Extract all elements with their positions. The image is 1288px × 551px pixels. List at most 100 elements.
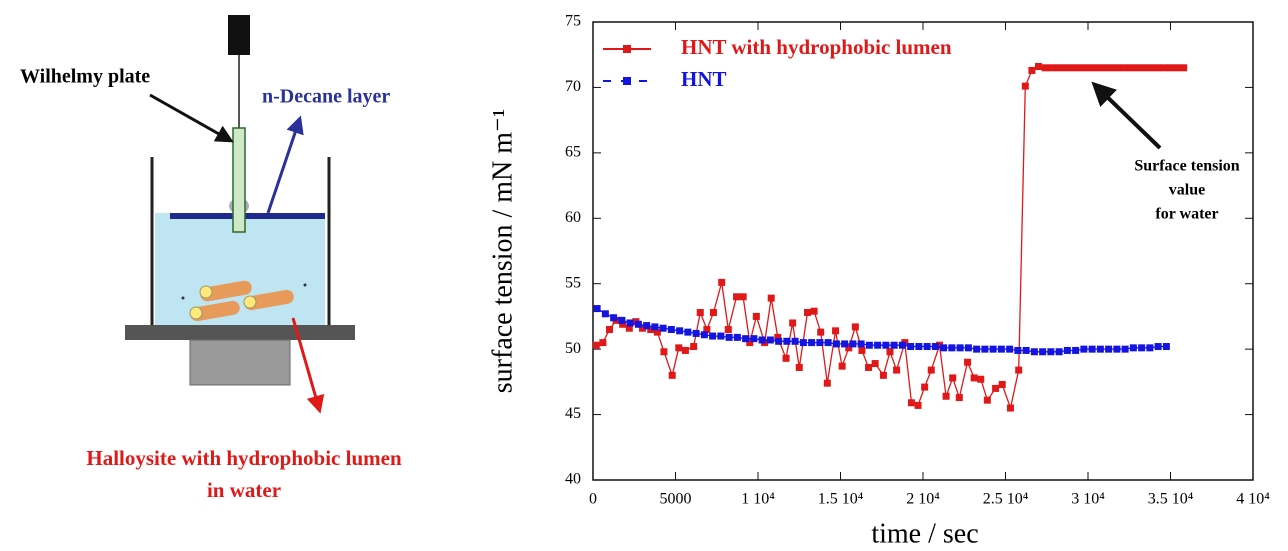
- data-point: [717, 332, 725, 340]
- data-point: [724, 326, 732, 334]
- data-point: [981, 345, 989, 353]
- data-point: [940, 344, 948, 352]
- data-point: [659, 324, 667, 332]
- sensor-head: [228, 15, 250, 55]
- data-point: [692, 329, 700, 337]
- data-point: [767, 294, 775, 302]
- data-point: [823, 379, 831, 387]
- data-point: [824, 339, 832, 347]
- data-point: [718, 278, 726, 286]
- data-point: [1154, 343, 1162, 351]
- stage: [125, 325, 355, 340]
- data-point: [774, 333, 782, 341]
- data-point: [998, 380, 1006, 388]
- data-point: [795, 363, 803, 371]
- legend-marker: [623, 45, 631, 53]
- data-point: [927, 366, 935, 374]
- data-point: [709, 332, 717, 340]
- data-point: [1028, 66, 1036, 74]
- data-point: [973, 345, 981, 353]
- data-point: [1063, 346, 1071, 354]
- data-point: [948, 344, 956, 352]
- data-point: [907, 399, 915, 407]
- data-point: [858, 346, 866, 354]
- data-point: [865, 341, 873, 349]
- data-point: [1160, 64, 1168, 72]
- data-point: [742, 335, 750, 343]
- data-point: [1048, 64, 1056, 72]
- x-tick-label: 2.5 10⁴: [983, 491, 1029, 508]
- data-point: [955, 394, 963, 402]
- y-tick-label: 45: [565, 405, 581, 422]
- arrow: [291, 317, 325, 414]
- data-point: [1021, 82, 1029, 90]
- data-point: [890, 341, 898, 349]
- y-tick-label: 75: [565, 13, 581, 30]
- data-point: [949, 374, 957, 382]
- data-point: [601, 310, 609, 318]
- data-point: [1146, 344, 1154, 352]
- data-point: [1120, 64, 1128, 72]
- data-point: [879, 371, 887, 379]
- y-tick-label: 50: [565, 340, 581, 357]
- data-point: [1047, 348, 1055, 356]
- data-point: [964, 344, 972, 352]
- data-point: [977, 375, 985, 383]
- y-tick-label: 70: [565, 78, 581, 95]
- data-point: [626, 319, 634, 327]
- data-point: [1068, 64, 1075, 72]
- data-point: [1074, 64, 1082, 72]
- diagram-label: Wilhelmy plate: [20, 66, 150, 88]
- data-point: [667, 326, 675, 334]
- data-point: [625, 324, 633, 332]
- data-point: [1030, 348, 1038, 356]
- data-point: [841, 340, 849, 348]
- data-point: [964, 358, 972, 366]
- data-point: [1167, 64, 1174, 72]
- data-point: [606, 326, 613, 334]
- data-point: [703, 326, 711, 334]
- data-point: [956, 344, 964, 352]
- data-point: [970, 374, 978, 382]
- data-point: [997, 345, 1005, 353]
- data-point: [752, 312, 760, 320]
- data-point: [750, 335, 758, 343]
- data-point: [915, 343, 923, 351]
- data-point: [1014, 346, 1022, 354]
- data-point: [1096, 345, 1104, 353]
- data-point: [660, 348, 668, 356]
- data-point: [593, 305, 601, 313]
- data-point: [1072, 346, 1080, 354]
- y-axis-title: surface tension / mN m⁻¹: [487, 109, 518, 393]
- data-point: [1107, 64, 1115, 72]
- annotation-text: Surface tension: [1134, 158, 1239, 175]
- data-point: [1087, 64, 1095, 72]
- data-point: [851, 323, 859, 331]
- data-point: [857, 340, 865, 348]
- data-point: [690, 343, 698, 351]
- data-point: [783, 337, 791, 345]
- data-point: [634, 320, 642, 328]
- data-point: [1173, 64, 1181, 72]
- data-point: [871, 360, 879, 368]
- data-point: [1113, 345, 1121, 353]
- series-line: [596, 308, 1167, 353]
- data-point: [1041, 64, 1049, 72]
- data-point: [1162, 343, 1170, 351]
- data-point: [700, 331, 708, 339]
- data-point: [782, 354, 790, 362]
- data-point: [808, 339, 816, 347]
- data-point: [810, 307, 818, 315]
- x-tick-label: 3.5 10⁴: [1148, 491, 1194, 508]
- data-point: [1094, 64, 1102, 72]
- y-tick-label: 65: [565, 144, 581, 161]
- data-point: [1101, 64, 1108, 72]
- data-point: [1147, 64, 1155, 72]
- data-point: [733, 333, 741, 341]
- data-point: [599, 339, 607, 347]
- data-point: [1035, 62, 1042, 70]
- data-point: [610, 314, 618, 322]
- data-point: [817, 328, 825, 336]
- data-point: [1088, 345, 1096, 353]
- data-point: [639, 324, 646, 332]
